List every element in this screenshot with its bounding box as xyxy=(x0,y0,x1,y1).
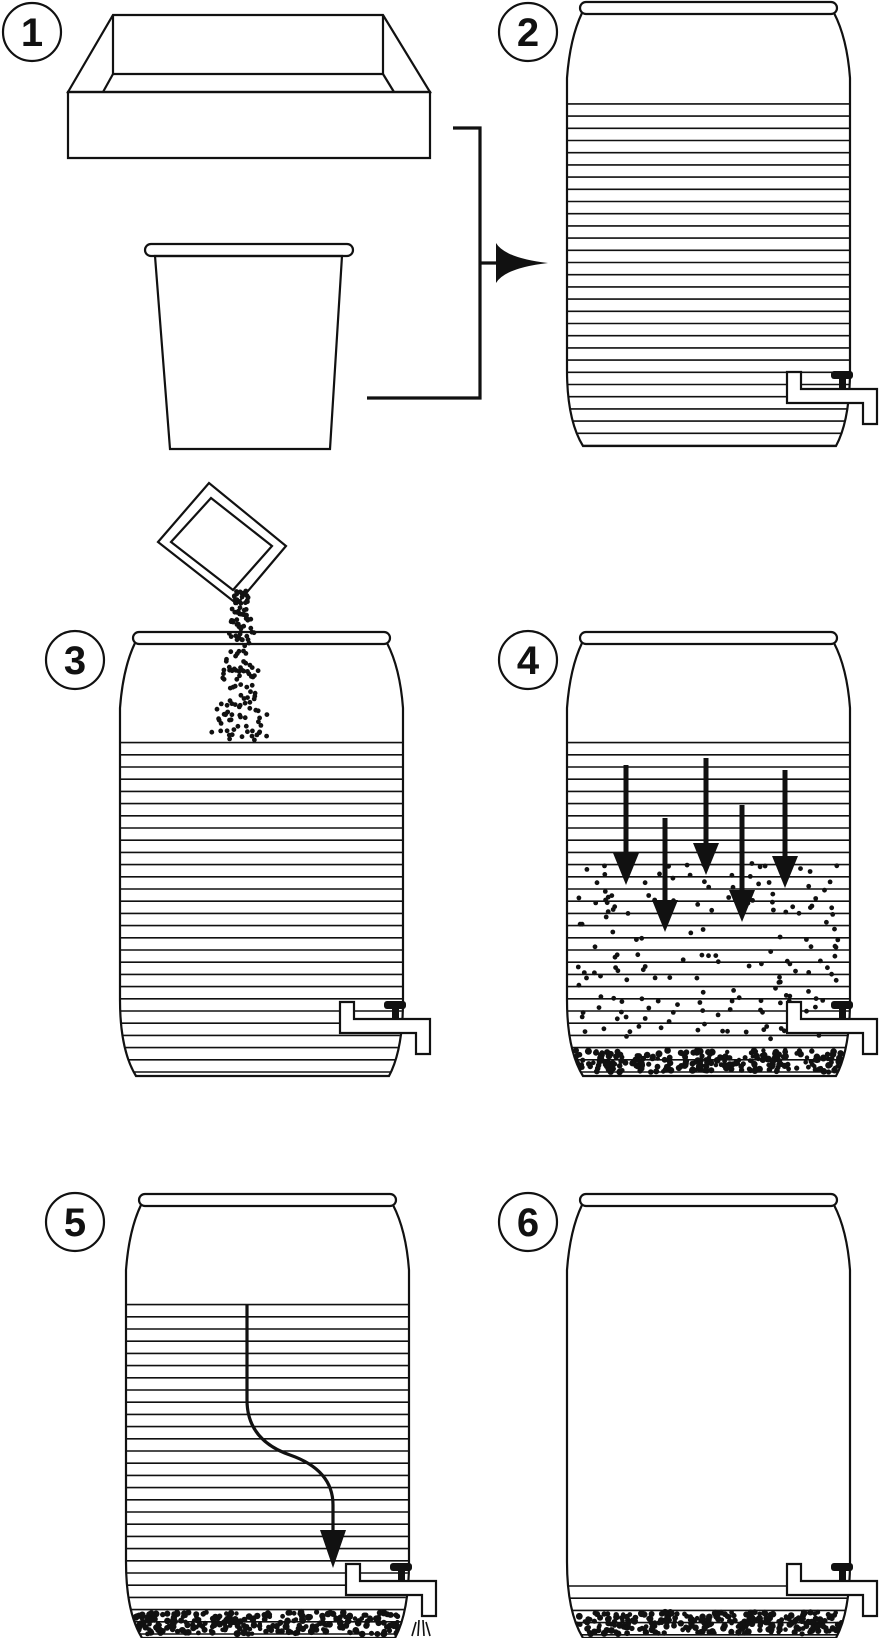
step-5-number: 5 xyxy=(64,1201,86,1245)
step-3-number: 3 xyxy=(64,639,86,683)
down-arrow-head xyxy=(693,843,719,875)
tray xyxy=(66,13,432,160)
bracket-arrow xyxy=(367,126,548,400)
barrel-outline xyxy=(124,1204,411,1638)
barrel-outline xyxy=(118,642,405,1078)
barrel-lid xyxy=(131,630,392,646)
step-2-badge xyxy=(497,1,559,63)
down-arrow-head xyxy=(613,853,639,885)
falling-powder xyxy=(209,588,270,743)
step-2-number: 2 xyxy=(517,11,539,55)
down-arrow-head xyxy=(652,900,678,932)
barrel xyxy=(118,630,432,1078)
tap xyxy=(785,1562,879,1618)
barrel-lid xyxy=(578,1192,839,1208)
sediment xyxy=(131,1608,402,1638)
step-4-number: 4 xyxy=(517,639,540,683)
step-2: 2 xyxy=(497,0,879,448)
step-3-badge xyxy=(44,629,106,691)
tap-drip xyxy=(411,1619,431,1637)
step-3: 3 xyxy=(44,481,432,1078)
tap xyxy=(785,1000,879,1056)
step-4-badge xyxy=(497,629,559,691)
barrel xyxy=(565,0,879,448)
flow-arrow xyxy=(245,1305,346,1568)
barrel-lid xyxy=(578,630,839,646)
step-1: 1 xyxy=(1,1,548,451)
water-level xyxy=(567,103,850,446)
barrel-outline xyxy=(565,642,852,1078)
sediment xyxy=(572,1047,844,1076)
step-5-badge xyxy=(44,1191,106,1253)
bucket xyxy=(143,242,355,451)
powder-packet xyxy=(156,481,288,606)
sediment xyxy=(572,1608,845,1638)
barrel xyxy=(565,630,879,1078)
step-1-badge xyxy=(1,1,63,63)
tap xyxy=(344,1562,438,1618)
water-level xyxy=(126,1303,408,1638)
step-6-badge xyxy=(497,1191,559,1253)
barrel-outline xyxy=(565,12,852,448)
tap xyxy=(785,370,879,426)
barrel xyxy=(565,1192,879,1638)
down-arrow-head xyxy=(729,890,755,922)
barrel xyxy=(124,1192,438,1638)
settling-arrows xyxy=(613,758,798,932)
water-level xyxy=(567,1585,850,1638)
step-6-number: 6 xyxy=(517,1201,539,1245)
barrel-lid xyxy=(578,0,839,16)
settling-particles xyxy=(575,861,841,1042)
water-level xyxy=(120,741,402,1073)
step-6: 6 xyxy=(497,1191,879,1638)
down-arrow-head xyxy=(772,856,798,888)
barrel-outline xyxy=(565,1204,852,1638)
barrel-lid xyxy=(137,1192,398,1208)
step-5: 5 xyxy=(44,1191,438,1638)
step-4: 4 xyxy=(497,629,879,1078)
step-1-number: 1 xyxy=(21,11,43,55)
tap xyxy=(338,1000,432,1056)
